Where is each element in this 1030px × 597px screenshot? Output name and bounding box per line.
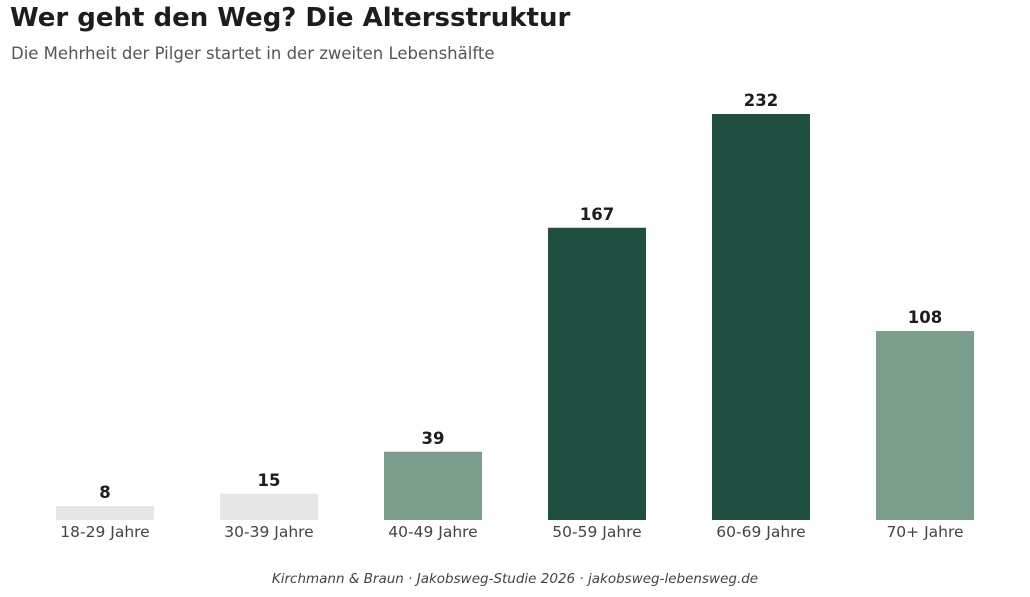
bar-30-39-jahre [220, 493, 318, 520]
bar-value-label: 8 [99, 483, 110, 502]
category-tick-label: 50-59 Jahre [552, 523, 641, 541]
category-tick-label: 40-49 Jahre [388, 523, 477, 541]
chart-subtitle: Die Mehrheit der Pilger startet in der z… [11, 44, 495, 63]
category-tick-label: 30-39 Jahre [224, 523, 313, 541]
bar-value-label: 39 [422, 429, 445, 448]
bar-value-label: 15 [258, 471, 281, 490]
chart-title: Wer geht den Weg? Die Altersstruktur [10, 3, 571, 33]
bar-50-59-jahre [548, 227, 646, 520]
source-note: Kirchmann & Braun · Jakobsweg-Studie 202… [271, 571, 759, 587]
category-tick-label: 18-29 Jahre [60, 523, 149, 541]
bar-60-69-jahre [712, 114, 810, 520]
bar-value-label: 232 [744, 91, 778, 110]
category-tick-label: 70+ Jahre [886, 523, 963, 541]
bar-40-49-jahre [384, 451, 482, 520]
bar-value-label: 167 [580, 205, 614, 224]
bar-18-29-jahre [56, 506, 154, 520]
category-tick-label: 60-69 Jahre [716, 523, 805, 541]
bar-70-jahre [876, 331, 974, 520]
bar-value-label: 108 [908, 308, 942, 327]
